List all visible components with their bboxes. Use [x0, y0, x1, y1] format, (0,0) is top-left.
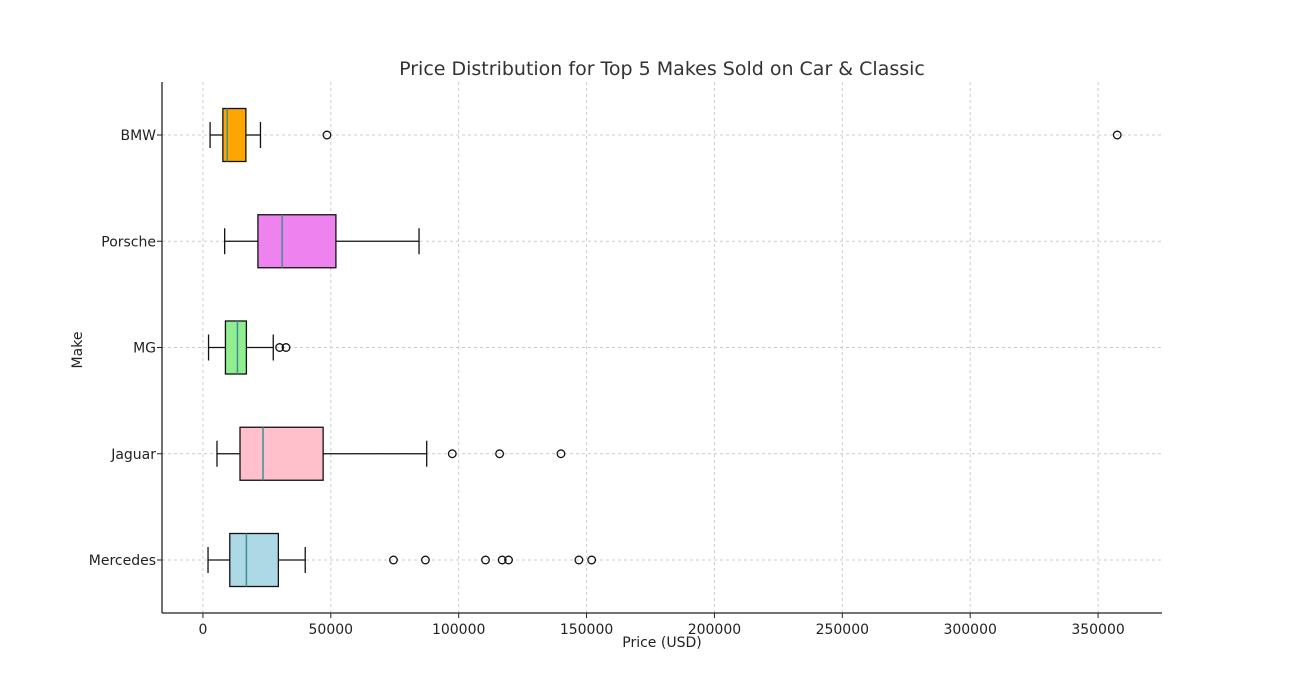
outlier-point — [420, 555, 430, 565]
outlier-point — [447, 449, 457, 459]
y-tick-label: MG — [133, 341, 156, 357]
x-tick-label: 250000 — [816, 622, 869, 638]
box-layer — [207, 107, 1122, 588]
grid-layer — [162, 82, 1162, 613]
outlier-point — [389, 555, 398, 565]
outlier-point — [587, 555, 597, 565]
outlier-point — [574, 555, 584, 565]
x-tick-label: 300000 — [943, 622, 996, 638]
outlier-point — [504, 555, 513, 565]
y-tick-label: Porsche — [101, 234, 156, 250]
x-tick-label: 100000 — [432, 622, 485, 638]
x-tick-label: 0 — [198, 622, 207, 638]
x-tick-label: 150000 — [560, 622, 613, 638]
x-axis-label: Price (USD) — [622, 635, 701, 651]
iqr-box — [222, 107, 247, 163]
iqr-box — [224, 320, 248, 375]
y-tick-label: Mercedes — [89, 553, 156, 569]
outlier-point — [322, 130, 332, 140]
box-group-mg — [207, 320, 291, 375]
x-tick-label: 350000 — [1071, 622, 1124, 638]
outlier-point — [495, 449, 505, 459]
y-axis-label: Make — [70, 332, 86, 369]
axis-layer: 0 50000 100000 150000 200000 250000 300000 3500… — [89, 82, 1162, 638]
chart-title: Price Distribution for Top 5 Makes Sold … — [399, 58, 925, 80]
box-group-bmw — [209, 107, 1122, 163]
box-group-mercedes — [207, 532, 597, 588]
y-tick-label: BMW — [120, 128, 156, 144]
outlier-point — [1112, 130, 1122, 140]
outlier-point — [275, 343, 285, 352]
outlier-point — [281, 343, 291, 352]
y-tick-label: Jaguar — [110, 447, 156, 463]
outlier-point — [556, 449, 566, 459]
x-tick-label: 50000 — [309, 622, 354, 638]
box-group-jaguar — [216, 426, 566, 481]
outlier-point — [497, 555, 507, 565]
iqr-box — [257, 214, 337, 269]
iqr-box — [229, 532, 280, 588]
box-group-porsche — [224, 214, 420, 269]
outlier-point — [481, 555, 490, 565]
x-tick-label: 200000 — [688, 622, 741, 638]
iqr-box — [239, 426, 324, 481]
